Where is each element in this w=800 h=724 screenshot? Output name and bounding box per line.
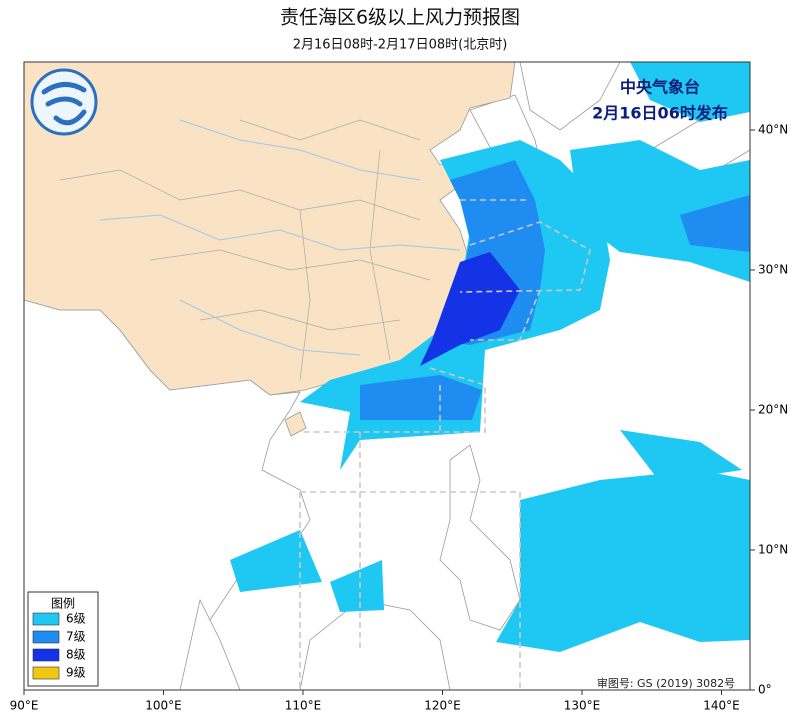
logo bbox=[30, 68, 98, 136]
title: 责任海区6级以上风力预报图 bbox=[280, 7, 520, 29]
issue-time: 2月16日06时发布 bbox=[592, 104, 728, 123]
wind-area bbox=[360, 375, 482, 420]
wind-area bbox=[620, 430, 742, 482]
lon-tick-label: 120°E bbox=[424, 699, 461, 713]
wind-area bbox=[330, 560, 384, 612]
lon-tick-label: 90°E bbox=[10, 699, 39, 713]
rivers bbox=[99, 119, 461, 356]
legend-swatch bbox=[32, 648, 60, 662]
lon-tick-label: 140°E bbox=[703, 699, 740, 713]
lat-tick-label: 10°N bbox=[758, 543, 788, 557]
legend-label: 8级 bbox=[66, 648, 86, 662]
wind-area bbox=[630, 62, 750, 122]
lat-tick-label: 30°N bbox=[758, 263, 788, 277]
legend-swatch bbox=[32, 612, 60, 626]
approval-number: 审图号: GS (2019) 3082号 bbox=[597, 676, 735, 690]
land-malaysia bbox=[179, 598, 241, 690]
lat-tick-label: 0° bbox=[758, 683, 772, 697]
legend-label: 7级 bbox=[66, 630, 86, 644]
legend-swatch bbox=[32, 666, 60, 680]
legend-label: 6级 bbox=[66, 612, 86, 626]
sea-area-boundaries bbox=[299, 199, 591, 690]
wind-area bbox=[230, 530, 322, 592]
issuer-name: 中央气象台 bbox=[620, 78, 700, 97]
subtitle: 2月16日08时-2月17日08时(北京时) bbox=[293, 38, 508, 53]
lon-tick-label: 100°E bbox=[145, 699, 182, 713]
legend-swatch bbox=[32, 630, 60, 644]
map-frame bbox=[23, 61, 751, 691]
wind-area bbox=[496, 470, 750, 652]
wind-area bbox=[680, 195, 750, 252]
wind-area bbox=[420, 252, 520, 366]
lat-tick-label: 40°N bbox=[758, 123, 788, 137]
legend-label: 9级 bbox=[66, 666, 86, 680]
legend: 图例 6级 7级 8级 9级 bbox=[27, 591, 99, 687]
lat-tick-label: 20°N bbox=[758, 403, 788, 417]
lon-tick-label: 110°E bbox=[285, 699, 322, 713]
legend-title: 图例 bbox=[51, 597, 75, 611]
map-layer bbox=[24, 62, 750, 690]
land-hainan bbox=[284, 411, 307, 437]
lon-tick-label: 130°E bbox=[564, 699, 601, 713]
land-north bbox=[519, 62, 621, 131]
province-borders bbox=[59, 119, 431, 381]
